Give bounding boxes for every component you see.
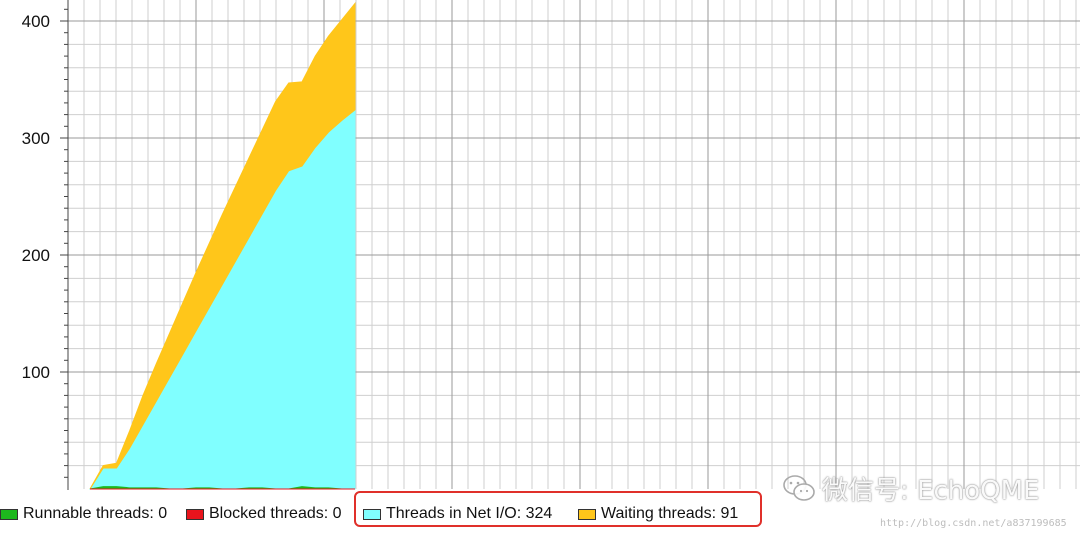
highlight-annotation-box (354, 491, 762, 527)
legend-item-runnable: Runnable threads: 0 (0, 500, 167, 528)
legend-label-runnable: Runnable threads: 0 (23, 505, 168, 522)
legend-swatch-blocked (186, 508, 204, 520)
y-tick-label: 200 (22, 246, 50, 265)
watermark: 微信号: EchoQME (782, 470, 1039, 506)
y-axis-tick-labels: 100 200 300 400 (22, 12, 50, 382)
watermark-text: 微信号: EchoQME (822, 475, 1040, 506)
legend: Runnable threads: 0 Blocked threads: 0 T… (0, 500, 1080, 528)
watermark-url: http://blog.csdn.net/a837199685 (880, 518, 1067, 529)
legend-swatch-runnable (0, 508, 18, 520)
y-axis-ticks (60, 8, 68, 478)
legend-swatch-net-io (363, 508, 381, 520)
legend-item-waiting: Waiting threads: 91 (578, 500, 738, 528)
y-tick-label: 100 (22, 363, 50, 382)
wechat-icon (783, 475, 815, 501)
legend-label-waiting: Waiting threads: 91 (601, 505, 739, 522)
y-tick-label: 400 (22, 12, 50, 31)
thread-chart: 100 200 300 400 (22, 0, 1080, 490)
stacked-areas (89, 2, 356, 490)
legend-label-blocked: Blocked threads: 0 (209, 505, 342, 522)
legend-item-blocked: Blocked threads: 0 (186, 500, 342, 528)
y-tick-label: 300 (22, 129, 50, 148)
legend-label-net-io: Threads in Net I/O: 324 (386, 505, 553, 522)
area-waiting (89, 2, 356, 490)
legend-item-net-io: Threads in Net I/O: 324 (363, 500, 552, 528)
legend-swatch-waiting (578, 508, 596, 520)
